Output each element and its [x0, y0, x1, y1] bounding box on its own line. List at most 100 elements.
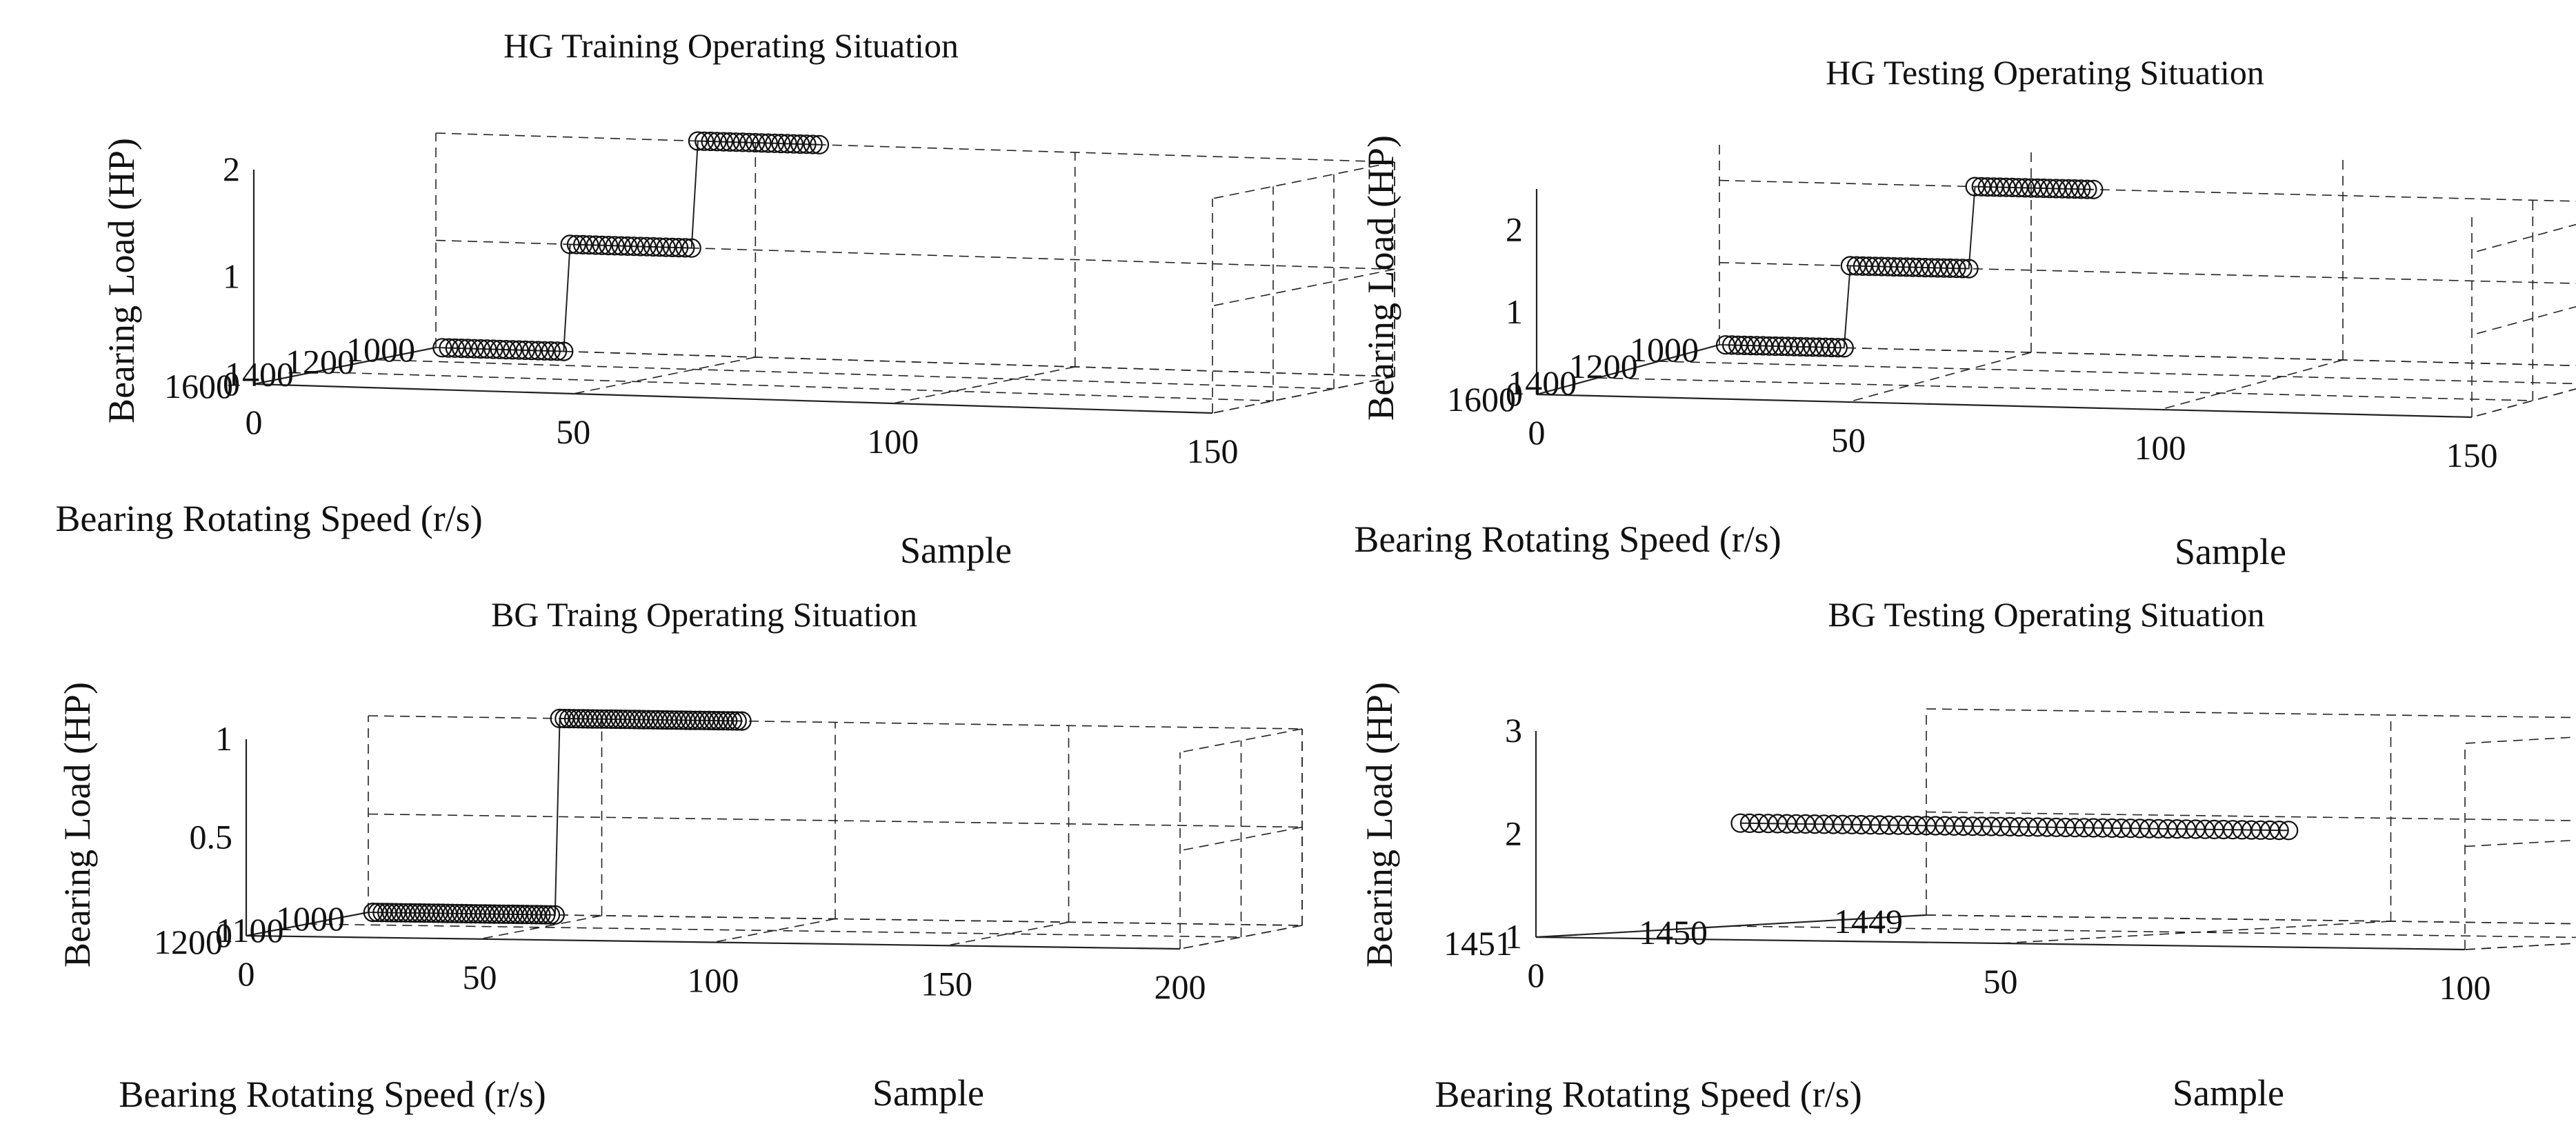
data-point: [657, 710, 677, 730]
data-point: [470, 904, 490, 924]
data-point: [541, 341, 561, 361]
y-tick-label: 1400: [225, 354, 294, 393]
data-point: [1953, 259, 1973, 279]
grid-line: [479, 915, 602, 940]
data-point: [1884, 257, 1904, 277]
data-point: [1909, 257, 1929, 277]
data-point: [2040, 179, 2060, 199]
data-point: [512, 904, 532, 925]
data-point: [1753, 336, 1773, 356]
data-point: [2269, 820, 2289, 841]
grid-line: [946, 921, 1069, 947]
data-point: [675, 238, 695, 258]
data-point: [662, 237, 683, 257]
data-point: [1735, 335, 1755, 355]
grid-line: [2471, 223, 2576, 254]
z-tick-label: 1: [1506, 292, 1523, 331]
data-point: [555, 708, 575, 729]
x-tick-label: 200: [1155, 967, 1206, 1006]
x-tick-label: 50: [1984, 962, 2018, 1001]
data-point: [560, 234, 580, 254]
data-point: [2008, 178, 2028, 198]
data-point: [554, 341, 574, 361]
data-point: [611, 236, 631, 256]
x-axis-label: Sample: [2175, 531, 2286, 572]
y-tick-label: 1000: [276, 899, 345, 938]
x-tick-label: 50: [556, 412, 590, 451]
data-point: [535, 341, 555, 361]
z-tick-label: 1: [215, 719, 232, 758]
z-tick-label: 2: [1505, 814, 1522, 853]
data-point: [2027, 178, 2048, 198]
data-point: [1959, 259, 1979, 279]
data-point: [494, 904, 514, 924]
grid-line: [1658, 361, 2576, 385]
data-point: [1865, 257, 1886, 277]
data-point: [458, 339, 478, 359]
data-point: [447, 903, 467, 923]
grid-line: [368, 912, 1303, 926]
panel-hg-training: HG Training Operating Situation 0 50 100 15…: [55, 26, 1395, 571]
data-point: [1890, 257, 1910, 277]
data-point: [526, 905, 546, 925]
data-point: [1815, 337, 1835, 357]
data-point: [484, 904, 504, 924]
data-point: [771, 134, 791, 154]
y-axis-label: Bearing Rotating Speed (r/s): [55, 498, 482, 539]
data-point: [803, 134, 823, 154]
data-point: [432, 338, 452, 358]
data-point: [363, 902, 383, 923]
data-point: [566, 234, 587, 254]
data-point: [445, 338, 465, 358]
data-point: [587, 709, 607, 729]
data-point: [437, 903, 458, 923]
data-point: [1747, 336, 1767, 356]
data-point: [1859, 257, 1879, 277]
y-tick-label: 1000: [346, 330, 415, 369]
data-point: [517, 905, 537, 925]
data-point: [732, 711, 752, 731]
data-point: [783, 134, 804, 154]
grid-line: [1719, 262, 2576, 284]
data-point: [1772, 337, 1792, 357]
data-point: [1715, 335, 1736, 355]
data-point: [1996, 177, 2016, 197]
y-tick-label: 1100: [216, 911, 283, 950]
x-tick-label: 100: [2439, 968, 2491, 1007]
data-point: [2015, 178, 2035, 198]
y-axis-line: [1535, 914, 1927, 939]
panel-title: BG Traing Operating Situation: [491, 595, 917, 634]
z-axis-label: Bearing Load (HP): [101, 138, 142, 423]
panel-hg-testing: HG Testing Operating Situation 0 50 100 150…: [1354, 53, 2576, 572]
y-tick-label: 1400: [1508, 363, 1577, 402]
x-tick-label: 0: [246, 403, 263, 441]
data-point: [531, 905, 551, 925]
data-point: [1803, 337, 1823, 357]
data-point: [713, 711, 733, 731]
data-point: [690, 710, 710, 730]
data-point: [521, 341, 542, 361]
data-point: [732, 132, 752, 152]
data-point: [550, 708, 570, 729]
y-tick-label: 1200: [286, 343, 355, 381]
x-tick-label: 50: [1831, 421, 1866, 459]
grid-line: [2471, 388, 2576, 418]
grid-line: [2159, 359, 2344, 410]
grid-line: [1926, 708, 2576, 719]
y-tick-label: 1450: [1639, 913, 1708, 952]
data-point: [545, 905, 565, 925]
panel-title: HG Testing Operating Situation: [1826, 53, 2264, 92]
data-point: [1840, 256, 1860, 276]
data-point: [720, 132, 740, 152]
data-point: [668, 238, 689, 258]
data-point: [1766, 336, 1786, 357]
x-axis-line: [1535, 936, 2466, 951]
data-point: [605, 236, 625, 256]
data-point: [428, 903, 448, 923]
data-point: [713, 132, 734, 152]
grid-line: [1730, 925, 2576, 939]
data-line: [1740, 822, 2289, 832]
grid-line: [1597, 377, 2533, 401]
